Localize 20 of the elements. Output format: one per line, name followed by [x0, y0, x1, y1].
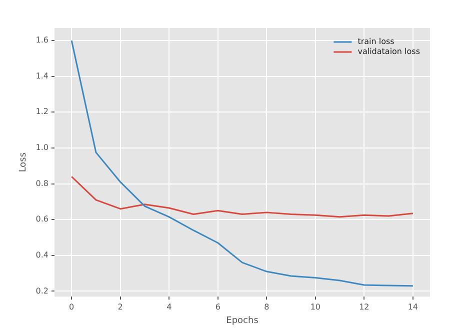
y-axis-title: Loss — [18, 152, 29, 172]
y-tick-label: 0.6 — [36, 214, 49, 224]
y-tick-label: 1.2 — [36, 107, 49, 116]
x-tick-label: 14 — [408, 302, 418, 312]
y-tick-label: 0.8 — [36, 178, 49, 188]
x-tick-label: 6 — [215, 302, 220, 312]
legend-label: train loss — [358, 37, 394, 46]
x-tick-label: 0 — [69, 302, 74, 312]
y-tick-label: 1.4 — [36, 71, 49, 80]
y-tick-label: 0.2 — [36, 286, 49, 296]
x-axis-title: Epochs — [226, 316, 259, 326]
x-tick-label: 12 — [359, 302, 370, 312]
x-tick-label: 8 — [264, 302, 270, 312]
y-tick-label: 1.6 — [36, 36, 49, 45]
x-tick-label: 2 — [118, 302, 123, 312]
y-tick-label: 1.0 — [36, 143, 49, 152]
y-tick-label: 0.4 — [36, 250, 49, 260]
legend-label: validataion loss — [358, 47, 420, 56]
x-tick-label: 10 — [310, 302, 320, 312]
x-tick-label: 4 — [166, 302, 172, 312]
